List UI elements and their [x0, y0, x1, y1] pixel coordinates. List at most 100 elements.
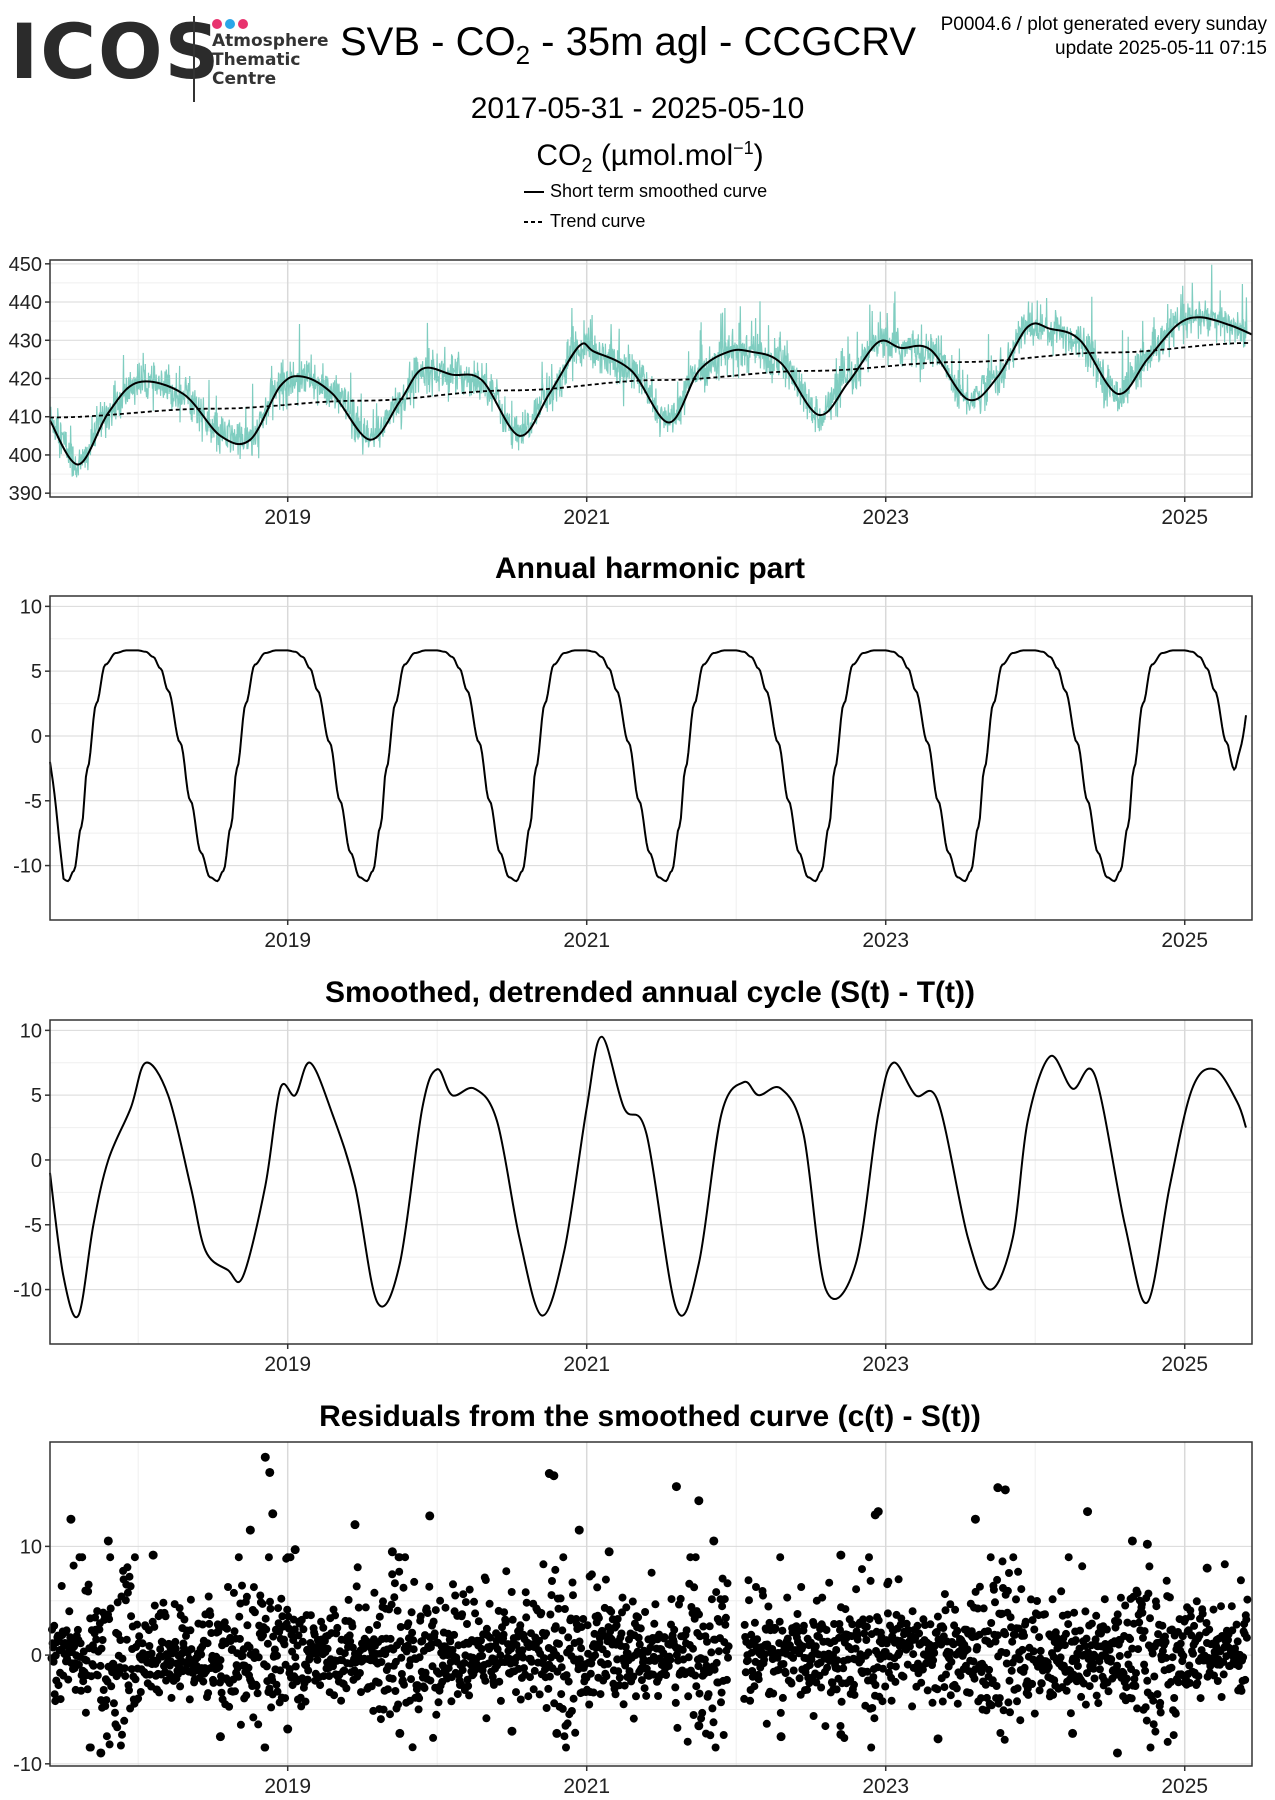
residual-point [1168, 1653, 1177, 1662]
residual-point [589, 1688, 598, 1697]
residual-point [1205, 1625, 1214, 1634]
residual-point [1102, 1625, 1111, 1634]
y-tick-label: 390 [9, 483, 42, 505]
residual-point [369, 1706, 378, 1715]
residual-point [593, 1583, 602, 1592]
residual-point [516, 1621, 525, 1630]
residual-point [884, 1577, 893, 1586]
residual-point [542, 1629, 551, 1638]
residual-point [1142, 1716, 1151, 1725]
residual-point [717, 1688, 726, 1697]
residual-outlier [290, 1545, 300, 1555]
residual-point [199, 1677, 208, 1686]
residual-point [330, 1691, 339, 1700]
detrended-chart: -10 -5 0 5 10 2019 2021 2023 2025 [13, 1019, 1253, 1376]
residual-point [1037, 1679, 1046, 1688]
residual-point [850, 1680, 858, 1689]
residual-point [478, 1651, 487, 1660]
residual-point [116, 1741, 125, 1750]
residual-point [113, 1598, 122, 1607]
residual-point [965, 1688, 974, 1697]
residual-point [175, 1604, 184, 1613]
residual-point [1168, 1625, 1176, 1634]
residual-point [1156, 1708, 1165, 1717]
residual-point [390, 1593, 399, 1602]
residual-point [238, 1581, 246, 1590]
residual-point [695, 1610, 703, 1619]
residual-point [998, 1557, 1007, 1566]
residual-point [490, 1655, 499, 1664]
residual-point [249, 1583, 258, 1592]
residual-point [101, 1702, 110, 1710]
residual-point [551, 1565, 560, 1574]
residual-outlier [836, 1729, 846, 1739]
series-harmonic-curve [49, 649, 1247, 883]
residual-point [1241, 1675, 1250, 1684]
residual-point [501, 1618, 510, 1627]
residual-point [238, 1651, 247, 1660]
y-tick-label: 410 [9, 407, 42, 429]
residual-point [291, 1662, 300, 1671]
residual-point [397, 1670, 406, 1678]
y-tick-label: 400 [9, 445, 42, 467]
residual-point [1035, 1686, 1044, 1695]
residual-point [415, 1694, 424, 1703]
residual-point [613, 1615, 622, 1623]
residual-point [560, 1732, 569, 1741]
residual-point [811, 1642, 820, 1651]
residual-point [262, 1625, 271, 1634]
residual-point [447, 1697, 456, 1706]
residual-point [987, 1701, 996, 1710]
residual-outlier [549, 1471, 559, 1481]
residual-point [259, 1631, 267, 1640]
y-tick-label: 0 [31, 1150, 42, 1172]
residual-point [1138, 1608, 1147, 1617]
residual-point [546, 1610, 555, 1619]
residual-point [667, 1595, 676, 1604]
residual-point [1100, 1595, 1109, 1604]
residual-point [986, 1553, 995, 1562]
gridlines [50, 1020, 1252, 1344]
residual-point [156, 1645, 165, 1654]
residual-point [519, 1653, 527, 1662]
residual-point [242, 1691, 251, 1700]
residual-point [317, 1617, 326, 1626]
residual-point [1167, 1678, 1175, 1686]
residual-point [436, 1596, 445, 1605]
residual-point [568, 1578, 577, 1587]
residual-point [477, 1636, 485, 1645]
residual-point [771, 1624, 780, 1633]
residual-point [558, 1704, 567, 1713]
residual-point [277, 1594, 286, 1603]
y-tick-label: -5 [24, 1215, 42, 1237]
residual-point [754, 1675, 763, 1684]
residual-point [57, 1582, 66, 1590]
residual-outlier [694, 1496, 704, 1506]
legend-solid-swatch [524, 190, 544, 193]
residual-point [586, 1669, 595, 1678]
residual-point [217, 1688, 226, 1697]
residual-point [558, 1626, 567, 1635]
residual-point [982, 1706, 991, 1715]
residual-point [86, 1743, 95, 1752]
residual-point [587, 1570, 596, 1579]
residual-point [662, 1671, 671, 1679]
residual-point [1036, 1646, 1045, 1655]
residual-point [837, 1697, 846, 1706]
residual-point [482, 1624, 491, 1633]
residual-point [97, 1644, 106, 1653]
residual-point [249, 1713, 258, 1722]
residual-point [723, 1579, 732, 1588]
residual-point [557, 1690, 566, 1699]
residual-point [707, 1648, 716, 1657]
residual-point [495, 1677, 504, 1686]
residual-point [1196, 1694, 1205, 1703]
residual-point [848, 1620, 857, 1629]
residual-point [1062, 1629, 1070, 1638]
residual-point [711, 1743, 720, 1752]
residual-point [915, 1629, 924, 1638]
residual-point [850, 1690, 859, 1699]
residual-point [1064, 1620, 1073, 1629]
residual-point [647, 1568, 656, 1577]
residual-point [787, 1679, 796, 1688]
